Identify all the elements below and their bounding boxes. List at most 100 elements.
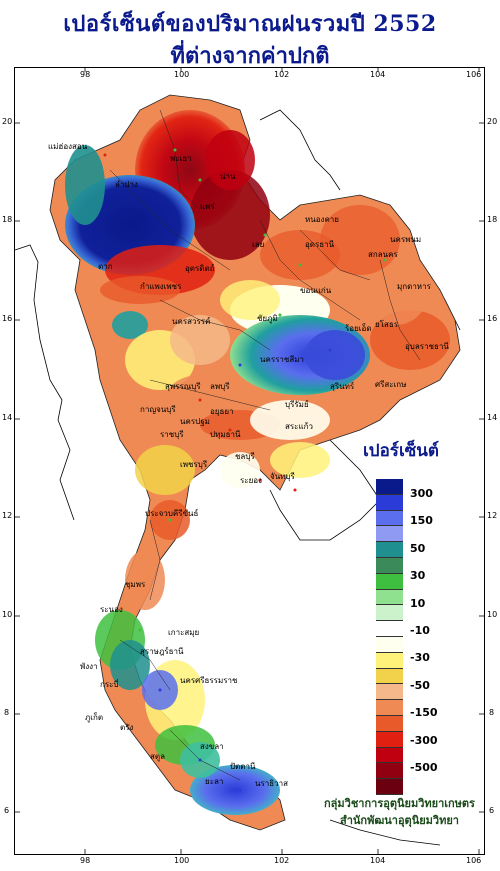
place-label: ภูเก็ต [85,713,104,722]
legend-swatch [376,715,403,732]
axis-bottom-label: 102 [274,856,290,865]
place-label: นครศรีธรรมราช [180,676,238,685]
place-label: สตูล [150,752,165,761]
legend-title: เปอร์เซ็นต์ [363,441,439,461]
axis-left-label: 18 [2,215,13,224]
legend-swatch [376,636,403,653]
axis-top-label: 104 [370,70,386,79]
station-markers [103,148,387,792]
place-label: ลพบุรี [210,382,230,391]
map-title-line2: ที่ต่างจากค่าปกติ [170,43,330,69]
place-label: อุตรดิตถ์ [185,264,215,273]
place-label: ขอนแก่น [300,286,332,295]
legend-swatch [376,557,403,574]
legend-label: -30 [410,651,430,665]
map-title-line1: เปอร์เซ็นต์ของปริมาณฝนรวมปี 2552 [63,11,437,37]
place-label: ลำปาง [115,180,138,189]
place-label: ร้อยเอ็ด [345,324,372,333]
place-label: กระบี่ [100,680,119,689]
legend-swatch [376,510,403,527]
legend-swatch [376,763,403,780]
place-label: แพร่ [200,202,215,211]
legend-label: -500 [410,761,438,774]
place-label: ชัยภูมิ [257,314,278,323]
axis-right-label: 20 [487,117,498,126]
legend-swatch [376,779,403,795]
graticule-ticks [14,67,485,855]
place-label: เลย [252,240,265,249]
legend-swatch [376,542,403,558]
axis-bottom-label: 100 [174,856,190,865]
axis-left-label: 6 [4,806,10,815]
legend-swatch [376,668,403,685]
place-label: พังงา [80,662,98,671]
legend-label: 30 [410,569,426,583]
legend-swatch [376,652,403,669]
legend-label: 50 [410,541,426,555]
place-label: ปทุมธานี [210,430,241,439]
place-label: แม่ฮ่องสอน [48,142,88,151]
place-label: สุรินทร์ [330,382,355,391]
place-label: เกาะสมุย [168,628,200,637]
legend-swatch [376,479,403,495]
place-label: นครปฐม [180,417,210,426]
legend-label: -10 [410,624,430,637]
axis-right-label: 16 [487,314,498,323]
axis-bottom-label: 106 [466,856,482,865]
place-label: บุรีรัมย์ [285,400,309,409]
place-label: นราธิวาส [255,779,289,788]
place-label: ระยอง [240,476,262,485]
axis-right-label: 14 [487,413,498,422]
place-label: ประจวบคีรีขันธ์ [145,509,199,518]
place-label: อุบลราชธานี [405,342,449,351]
legend-swatch [376,573,403,590]
axis-right-label: 10 [487,610,498,619]
place-label: จันทบุรี [270,472,295,481]
place-label: กาญจนบุรี [140,405,176,414]
place-label: ชลบุรี [235,452,255,461]
place-label: สกลนคร [368,250,398,259]
legend-label: -150 [410,706,438,720]
place-label: ชุมพร [125,580,146,589]
axis-left-label: 8 [4,708,10,717]
axis-left-label: 10 [2,610,13,619]
place-label: เพชรบุรี [180,460,208,469]
axis-top-label: 106 [466,70,482,79]
legend-label: 10 [410,596,426,610]
axis-left-label: 16 [2,314,13,323]
place-label: สุราษฎร์ธานี [140,647,184,656]
credit-line1: กลุ่มวิชาการอุตุนิยมวิทยาเกษตร [324,797,475,810]
place-label: สุพรรณบุรี [165,382,201,391]
legend-label: 300 [410,487,433,500]
legend-color-bar [376,479,403,795]
legend-swatch [376,526,403,543]
place-label: นครพนม [390,235,422,244]
place-label: สระแก้ว [285,422,313,431]
province-borders [109,109,421,781]
place-label: หนองคาย [305,215,339,224]
legend-label: 150 [410,514,433,528]
axis-bottom-label: 98 [80,856,91,865]
axis-left-label: 14 [2,413,13,422]
place-label: สงขลา [200,742,224,751]
axis-top-label: 100 [174,70,190,79]
place-label: อุดรธานี [305,240,335,249]
axis-top-label: 98 [80,70,91,79]
place-label: พะเยา [170,154,192,163]
place-label: นครสวรรค์ [172,317,211,326]
axis-right-label: 8 [489,708,495,717]
legend-swatch [376,621,403,637]
place-label: มุกดาหาร [397,282,431,291]
legend-swatch [376,684,403,701]
axis-right-label: 12 [487,511,498,520]
place-label: นครราชสีมา [260,355,304,364]
place-label: ยโสธร [375,320,399,329]
map-frame [14,67,485,855]
place-label: ยะลา [205,777,224,786]
legend-swatch [376,605,403,622]
axis-left-label: 12 [2,511,13,520]
axis-left-label: 20 [2,117,13,126]
legend-swatch [376,700,403,716]
legend-swatch [376,747,403,764]
